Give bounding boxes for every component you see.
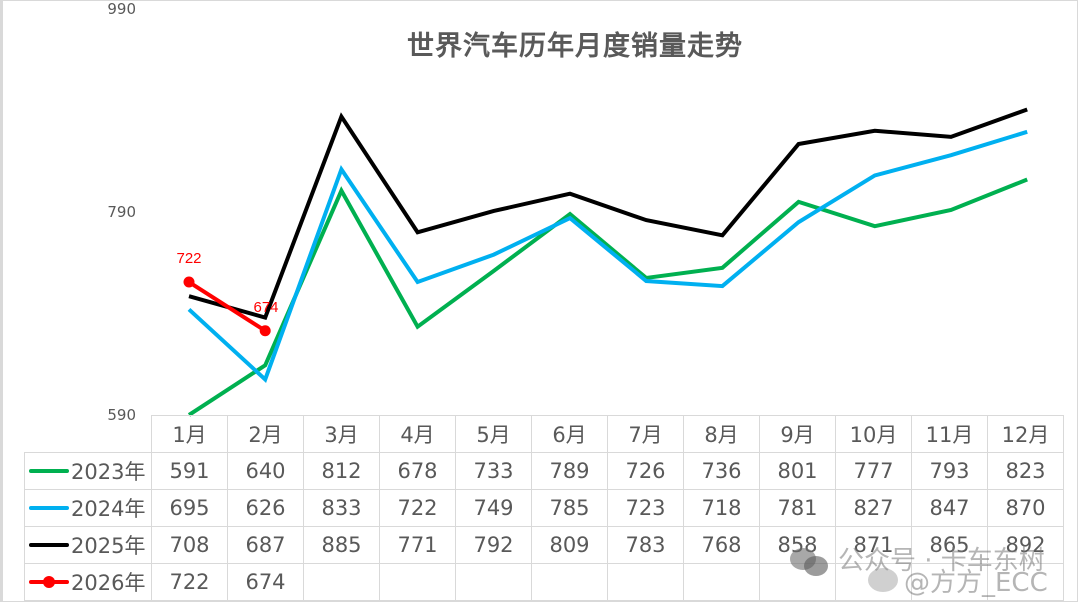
legend-line-icon: [29, 506, 69, 510]
table-cell: 726: [607, 452, 684, 490]
y-tick-790: 790: [107, 203, 136, 221]
table-cell: 847: [911, 489, 988, 527]
table-cell: 768: [683, 526, 760, 564]
table-cell: 892: [987, 526, 1064, 564]
legend-entry: 2023年: [24, 452, 152, 490]
table-cell: 871: [835, 526, 912, 564]
table-cell: 708: [151, 526, 228, 564]
table-cell: 640: [227, 452, 304, 490]
watermark-line1: 公众号 · 卡车东树: [838, 546, 1045, 576]
table-cell: [303, 563, 380, 601]
table-cell: 722: [379, 489, 456, 527]
table-cell: [379, 563, 456, 601]
table-cell: 823: [987, 452, 1064, 490]
series-line-2023年: [187, 177, 1028, 417]
table-cell: 827: [835, 489, 912, 527]
y-tick-990: 990: [107, 0, 136, 18]
table-col-header: 7月: [607, 415, 684, 453]
table-cell: 678: [379, 452, 456, 490]
table-cell: 801: [759, 452, 836, 490]
table-cell: [911, 563, 988, 601]
data-label-2026-feb: 674: [253, 299, 278, 316]
table-col-header: 9月: [759, 415, 836, 453]
table-cell: [531, 563, 608, 601]
table-cell: 771: [379, 526, 456, 564]
data-table: 1月 2月 3月 4月 5月 6月 7月 8月 9月 10月 11月 12月 2023年 591 640 81…: [24, 415, 1064, 601]
legend-label: 2025年: [71, 534, 146, 558]
legend-label: 2026年: [71, 571, 146, 595]
weibo-icon: [868, 568, 898, 592]
table-cell: 812: [303, 452, 380, 490]
table-cell: 789: [531, 452, 608, 490]
table-cell: [683, 563, 760, 601]
series-line-2025年: [188, 107, 1028, 320]
table-cell: [607, 563, 684, 601]
legend-entry: 2025年: [24, 526, 152, 564]
table-cell: 674: [227, 563, 304, 601]
legend-line-icon: [29, 576, 69, 588]
legend-line-icon: [29, 469, 69, 473]
watermark-line2: @方方_ECC: [904, 568, 1048, 598]
table-cell: 833: [303, 489, 380, 527]
table-col-header: 11月: [911, 415, 988, 453]
table-cell: 785: [531, 489, 608, 527]
table-col-header: 4月: [379, 415, 456, 453]
legend-label: 2023年: [71, 460, 146, 484]
table-col-header: 1月: [151, 415, 228, 453]
wechat-icon-bubble: [804, 556, 828, 576]
table-cell: [835, 563, 912, 601]
table-header-row: 1月 2月 3月 4月 5月 6月 7月 8月 9月 10月 11月 12月: [24, 415, 1064, 453]
table-cell: 783: [607, 526, 684, 564]
table-cell: 723: [607, 489, 684, 527]
series-line-2024年: [187, 129, 1028, 383]
table-row: 2026年 722 674: [24, 563, 1064, 601]
table-cell: 809: [531, 526, 608, 564]
table-cell: 870: [987, 489, 1064, 527]
legend-line-icon: [29, 543, 69, 547]
chart-title: 世界汽车历年月度销量走势: [407, 31, 743, 62]
table-cell: 749: [455, 489, 532, 527]
table-col-header: 6月: [531, 415, 608, 453]
table-row: 2025年 708 687 885 771 792 809 783 768 858 871 865 89…: [24, 526, 1064, 564]
table-cell: [987, 563, 1064, 601]
table-col-header: 8月: [683, 415, 760, 453]
table-corner: [24, 415, 152, 453]
series-marker: [259, 325, 271, 337]
table-row: 2023年 591 640 812 678 733 789 726 736 801 777 793 82…: [24, 452, 1064, 490]
table-cell: 777: [835, 452, 912, 490]
table-cell: 865: [911, 526, 988, 564]
legend-label: 2024年: [71, 497, 146, 521]
legend-marker-icon: [43, 576, 55, 588]
legend-entry: 2026年: [24, 563, 152, 601]
table-cell: 793: [911, 452, 988, 490]
table-cell: 885: [303, 526, 380, 564]
legend-entry: 2024年: [24, 489, 152, 527]
data-label-2026-jan: 722: [176, 250, 201, 267]
table-cell: 718: [683, 489, 760, 527]
table-cell: 792: [455, 526, 532, 564]
table-col-header: 12月: [987, 415, 1064, 453]
table-cell: 736: [683, 452, 760, 490]
table-cell: 781: [759, 489, 836, 527]
series-marker: [183, 276, 195, 288]
table-col-header: 2月: [227, 415, 304, 453]
table-col-header: 10月: [835, 415, 912, 453]
table-row: 2024年 695 626 833 722 749 785 723 718 781 827 847 87…: [24, 489, 1064, 527]
table-cell: 687: [227, 526, 304, 564]
table-cell: [455, 563, 532, 601]
table-col-header: 3月: [303, 415, 380, 453]
series-layer: [183, 107, 1028, 417]
table-cell: 626: [227, 489, 304, 527]
table-cell: 722: [151, 563, 228, 601]
series-line-2026年: [187, 280, 267, 333]
table-cell: 695: [151, 489, 228, 527]
table-cell: 733: [455, 452, 532, 490]
table-col-header: 5月: [455, 415, 532, 453]
table-cell: 591: [151, 452, 228, 490]
